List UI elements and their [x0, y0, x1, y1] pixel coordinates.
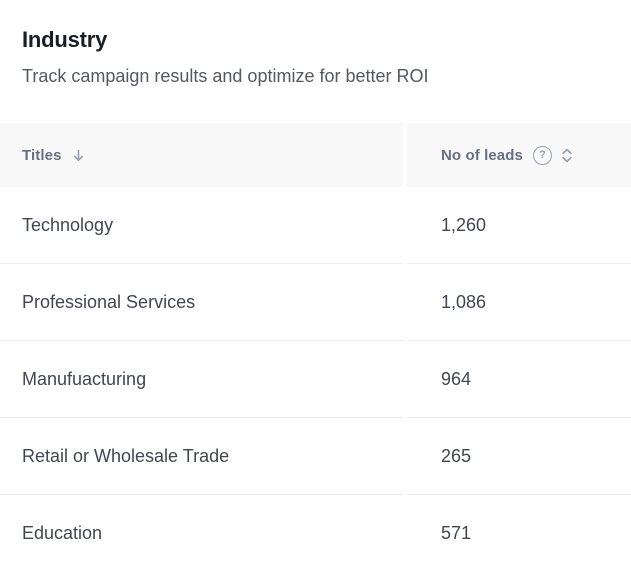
cell-title: Education — [0, 495, 403, 563]
column-header-titles[interactable]: Titles — [0, 123, 403, 187]
row-leads: 964 — [441, 368, 472, 389]
column-header-titles-label: Titles — [22, 146, 62, 164]
table-body: Technology 1,260 Professional Services 1… — [0, 187, 631, 563]
cell-title: Technology — [0, 187, 403, 264]
row-leads: 571 — [441, 523, 472, 543]
cell-title: Manufuacturing — [0, 341, 403, 418]
row-title: Retail or Wholesale Trade — [22, 445, 230, 466]
page-title: Industry — [22, 27, 108, 52]
page-subtitle: Track campaign results and optimize for … — [22, 66, 429, 86]
cell-leads: 265 — [407, 418, 631, 495]
cell-title: Professional Services — [0, 264, 403, 341]
cell-leads: 1,260 — [407, 187, 631, 264]
cell-leads: 1,086 — [407, 264, 631, 341]
table-row: Retail or Wholesale Trade 265 — [0, 418, 631, 495]
cell-title: Retail or Wholesale Trade — [0, 418, 403, 495]
sort-vertical-icon[interactable] — [560, 147, 574, 164]
arrow-down-icon[interactable] — [71, 148, 86, 163]
cell-leads: 964 — [407, 341, 631, 418]
row-leads: 265 — [441, 445, 472, 466]
column-header-leads-label: No of leads — [441, 146, 523, 164]
column-header-leads[interactable]: No of leads ? — [407, 123, 631, 187]
table-row: Technology 1,260 — [0, 187, 631, 264]
row-title: Technology — [22, 214, 114, 235]
row-title: Professional Services — [22, 291, 196, 312]
help-circle-icon[interactable]: ? — [532, 145, 552, 165]
row-title: Manufuacturing — [22, 368, 147, 389]
table-row: Education 571 — [0, 495, 631, 563]
row-leads: 1,086 — [441, 291, 487, 312]
widget-header: Industry Track campaign results and opti… — [0, 0, 631, 88]
table-header-row: Titles No of leads ? — [0, 123, 631, 187]
table-row: Professional Services 1,086 — [0, 264, 631, 341]
row-leads: 1,260 — [441, 214, 487, 235]
cell-leads: 571 — [407, 495, 631, 563]
row-title: Education — [22, 523, 103, 543]
table-row: Manufuacturing 964 — [0, 341, 631, 418]
